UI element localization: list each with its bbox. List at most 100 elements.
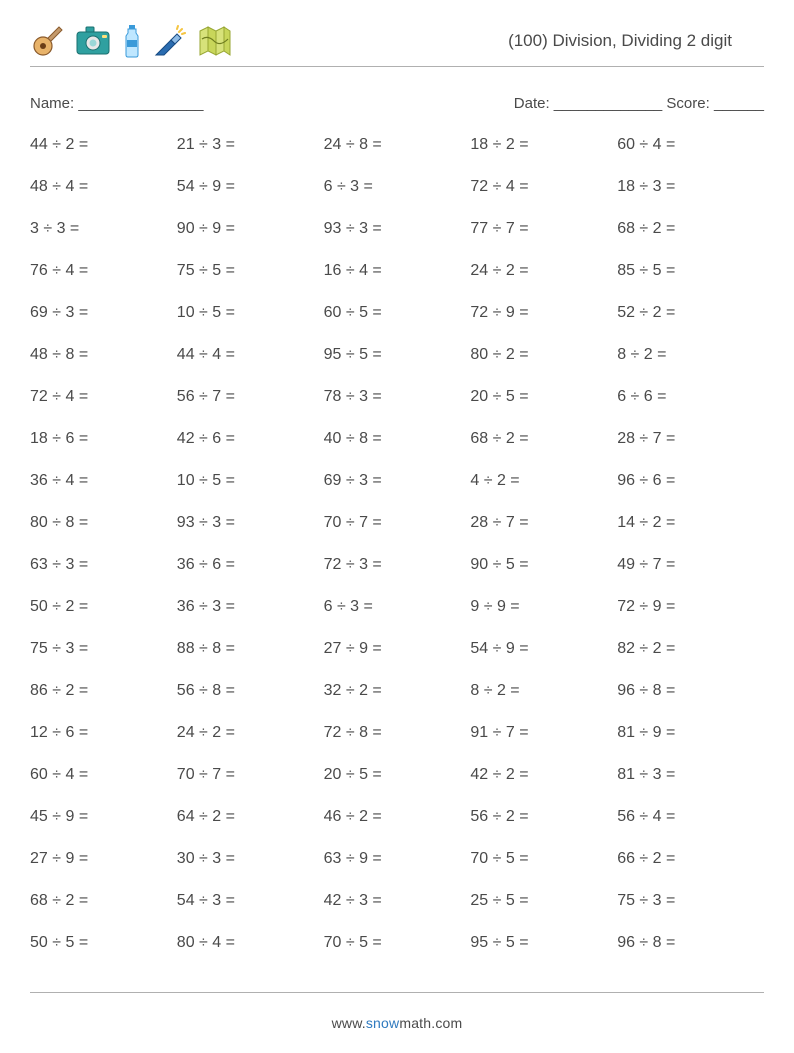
problem-cell: 88 ÷ 8 =	[177, 640, 324, 658]
footer-brand: snow	[366, 1015, 399, 1031]
problem-cell: 78 ÷ 3 =	[324, 388, 471, 406]
problem-cell: 90 ÷ 5 =	[470, 556, 617, 574]
problem-cell: 85 ÷ 5 =	[617, 262, 764, 280]
problem-cell: 4 ÷ 2 =	[470, 472, 617, 490]
problem-cell: 93 ÷ 3 =	[177, 514, 324, 532]
problem-cell: 27 ÷ 9 =	[324, 640, 471, 658]
problem-cell: 49 ÷ 7 =	[617, 556, 764, 574]
header: (100) Division, Dividing 2 digit	[30, 18, 764, 67]
problem-cell: 77 ÷ 7 =	[470, 220, 617, 238]
problem-cell: 72 ÷ 9 =	[617, 598, 764, 616]
worksheet-page: (100) Division, Dividing 2 digit Name: _…	[0, 0, 794, 1041]
problem-cell: 44 ÷ 4 =	[177, 346, 324, 364]
problem-cell: 68 ÷ 2 =	[30, 892, 177, 910]
problem-cell: 27 ÷ 9 =	[30, 850, 177, 868]
problem-cell: 72 ÷ 4 =	[470, 178, 617, 196]
problem-cell: 42 ÷ 3 =	[324, 892, 471, 910]
problem-cell: 6 ÷ 6 =	[617, 388, 764, 406]
problem-cell: 72 ÷ 4 =	[30, 388, 177, 406]
problem-cell: 18 ÷ 2 =	[470, 136, 617, 154]
problem-cell: 76 ÷ 4 =	[30, 262, 177, 280]
problem-cell: 18 ÷ 6 =	[30, 430, 177, 448]
info-row: Name: _______________ Date: ____________…	[30, 95, 764, 112]
problem-cell: 80 ÷ 4 =	[177, 934, 324, 952]
problem-cell: 72 ÷ 3 =	[324, 556, 471, 574]
problem-cell: 95 ÷ 5 =	[470, 934, 617, 952]
problem-cell: 56 ÷ 7 =	[177, 388, 324, 406]
problem-cell: 66 ÷ 2 =	[617, 850, 764, 868]
problem-cell: 70 ÷ 5 =	[470, 850, 617, 868]
map-icon	[198, 25, 232, 57]
problem-cell: 70 ÷ 7 =	[324, 514, 471, 532]
problem-cell: 70 ÷ 7 =	[177, 766, 324, 784]
problem-cell: 56 ÷ 4 =	[617, 808, 764, 826]
problem-cell: 54 ÷ 9 =	[470, 640, 617, 658]
problem-cell: 50 ÷ 5 =	[30, 934, 177, 952]
problem-cell: 44 ÷ 2 =	[30, 136, 177, 154]
problem-cell: 68 ÷ 2 =	[470, 430, 617, 448]
problem-cell: 75 ÷ 3 =	[617, 892, 764, 910]
problem-cell: 46 ÷ 2 =	[324, 808, 471, 826]
problem-cell: 9 ÷ 9 =	[470, 598, 617, 616]
problem-cell: 95 ÷ 5 =	[324, 346, 471, 364]
problem-cell: 69 ÷ 3 =	[324, 472, 471, 490]
problem-cell: 86 ÷ 2 =	[30, 682, 177, 700]
problem-cell: 56 ÷ 8 =	[177, 682, 324, 700]
problem-cell: 21 ÷ 3 =	[177, 136, 324, 154]
name-field: Name: _______________	[30, 95, 203, 112]
worksheet-title: (100) Division, Dividing 2 digit	[508, 31, 762, 51]
problem-cell: 36 ÷ 3 =	[177, 598, 324, 616]
problem-cell: 8 ÷ 2 =	[617, 346, 764, 364]
camera-icon	[76, 26, 110, 56]
problem-cell: 54 ÷ 3 =	[177, 892, 324, 910]
problem-cell: 3 ÷ 3 =	[30, 220, 177, 238]
problem-cell: 42 ÷ 2 =	[470, 766, 617, 784]
problem-cell: 30 ÷ 3 =	[177, 850, 324, 868]
problem-cell: 81 ÷ 9 =	[617, 724, 764, 742]
problem-cell: 80 ÷ 8 =	[30, 514, 177, 532]
problem-cell: 91 ÷ 7 =	[470, 724, 617, 742]
problem-cell: 24 ÷ 8 =	[324, 136, 471, 154]
problem-cell: 60 ÷ 4 =	[30, 766, 177, 784]
problem-cell: 28 ÷ 7 =	[617, 430, 764, 448]
problem-cell: 16 ÷ 4 =	[324, 262, 471, 280]
problem-cell: 56 ÷ 2 =	[470, 808, 617, 826]
footer-rule	[30, 992, 764, 993]
problem-cell: 81 ÷ 3 =	[617, 766, 764, 784]
problem-cell: 82 ÷ 2 =	[617, 640, 764, 658]
problem-cell: 48 ÷ 4 =	[30, 178, 177, 196]
problem-cell: 70 ÷ 5 =	[324, 934, 471, 952]
problem-cell: 75 ÷ 5 =	[177, 262, 324, 280]
problem-grid: 44 ÷ 2 =21 ÷ 3 =24 ÷ 8 =18 ÷ 2 =60 ÷ 4 =…	[30, 136, 764, 988]
footer: www.snowmath.com	[30, 1015, 764, 1031]
problem-cell: 96 ÷ 8 =	[617, 934, 764, 952]
problem-cell: 63 ÷ 9 =	[324, 850, 471, 868]
problem-cell: 8 ÷ 2 =	[470, 682, 617, 700]
problem-cell: 40 ÷ 8 =	[324, 430, 471, 448]
problem-cell: 20 ÷ 5 =	[470, 388, 617, 406]
problem-cell: 96 ÷ 8 =	[617, 682, 764, 700]
problem-cell: 24 ÷ 2 =	[177, 724, 324, 742]
problem-cell: 6 ÷ 3 =	[324, 178, 471, 196]
problem-cell: 10 ÷ 5 =	[177, 472, 324, 490]
guitar-icon	[32, 25, 64, 57]
problem-cell: 63 ÷ 3 =	[30, 556, 177, 574]
date-score-field: Date: _____________ Score: ______	[514, 95, 764, 112]
problem-cell: 36 ÷ 6 =	[177, 556, 324, 574]
problem-cell: 10 ÷ 5 =	[177, 304, 324, 322]
problem-cell: 52 ÷ 2 =	[617, 304, 764, 322]
problem-cell: 96 ÷ 6 =	[617, 472, 764, 490]
problem-cell: 80 ÷ 2 =	[470, 346, 617, 364]
problem-cell: 60 ÷ 4 =	[617, 136, 764, 154]
problem-cell: 93 ÷ 3 =	[324, 220, 471, 238]
footer-prefix: www.	[332, 1015, 366, 1031]
flashlight-icon	[154, 25, 186, 57]
problem-cell: 68 ÷ 2 =	[617, 220, 764, 238]
problem-cell: 14 ÷ 2 =	[617, 514, 764, 532]
footer-suffix: math.com	[399, 1015, 462, 1031]
problem-cell: 20 ÷ 5 =	[324, 766, 471, 784]
problem-cell: 32 ÷ 2 =	[324, 682, 471, 700]
problem-cell: 64 ÷ 2 =	[177, 808, 324, 826]
problem-cell: 72 ÷ 8 =	[324, 724, 471, 742]
problem-cell: 72 ÷ 9 =	[470, 304, 617, 322]
